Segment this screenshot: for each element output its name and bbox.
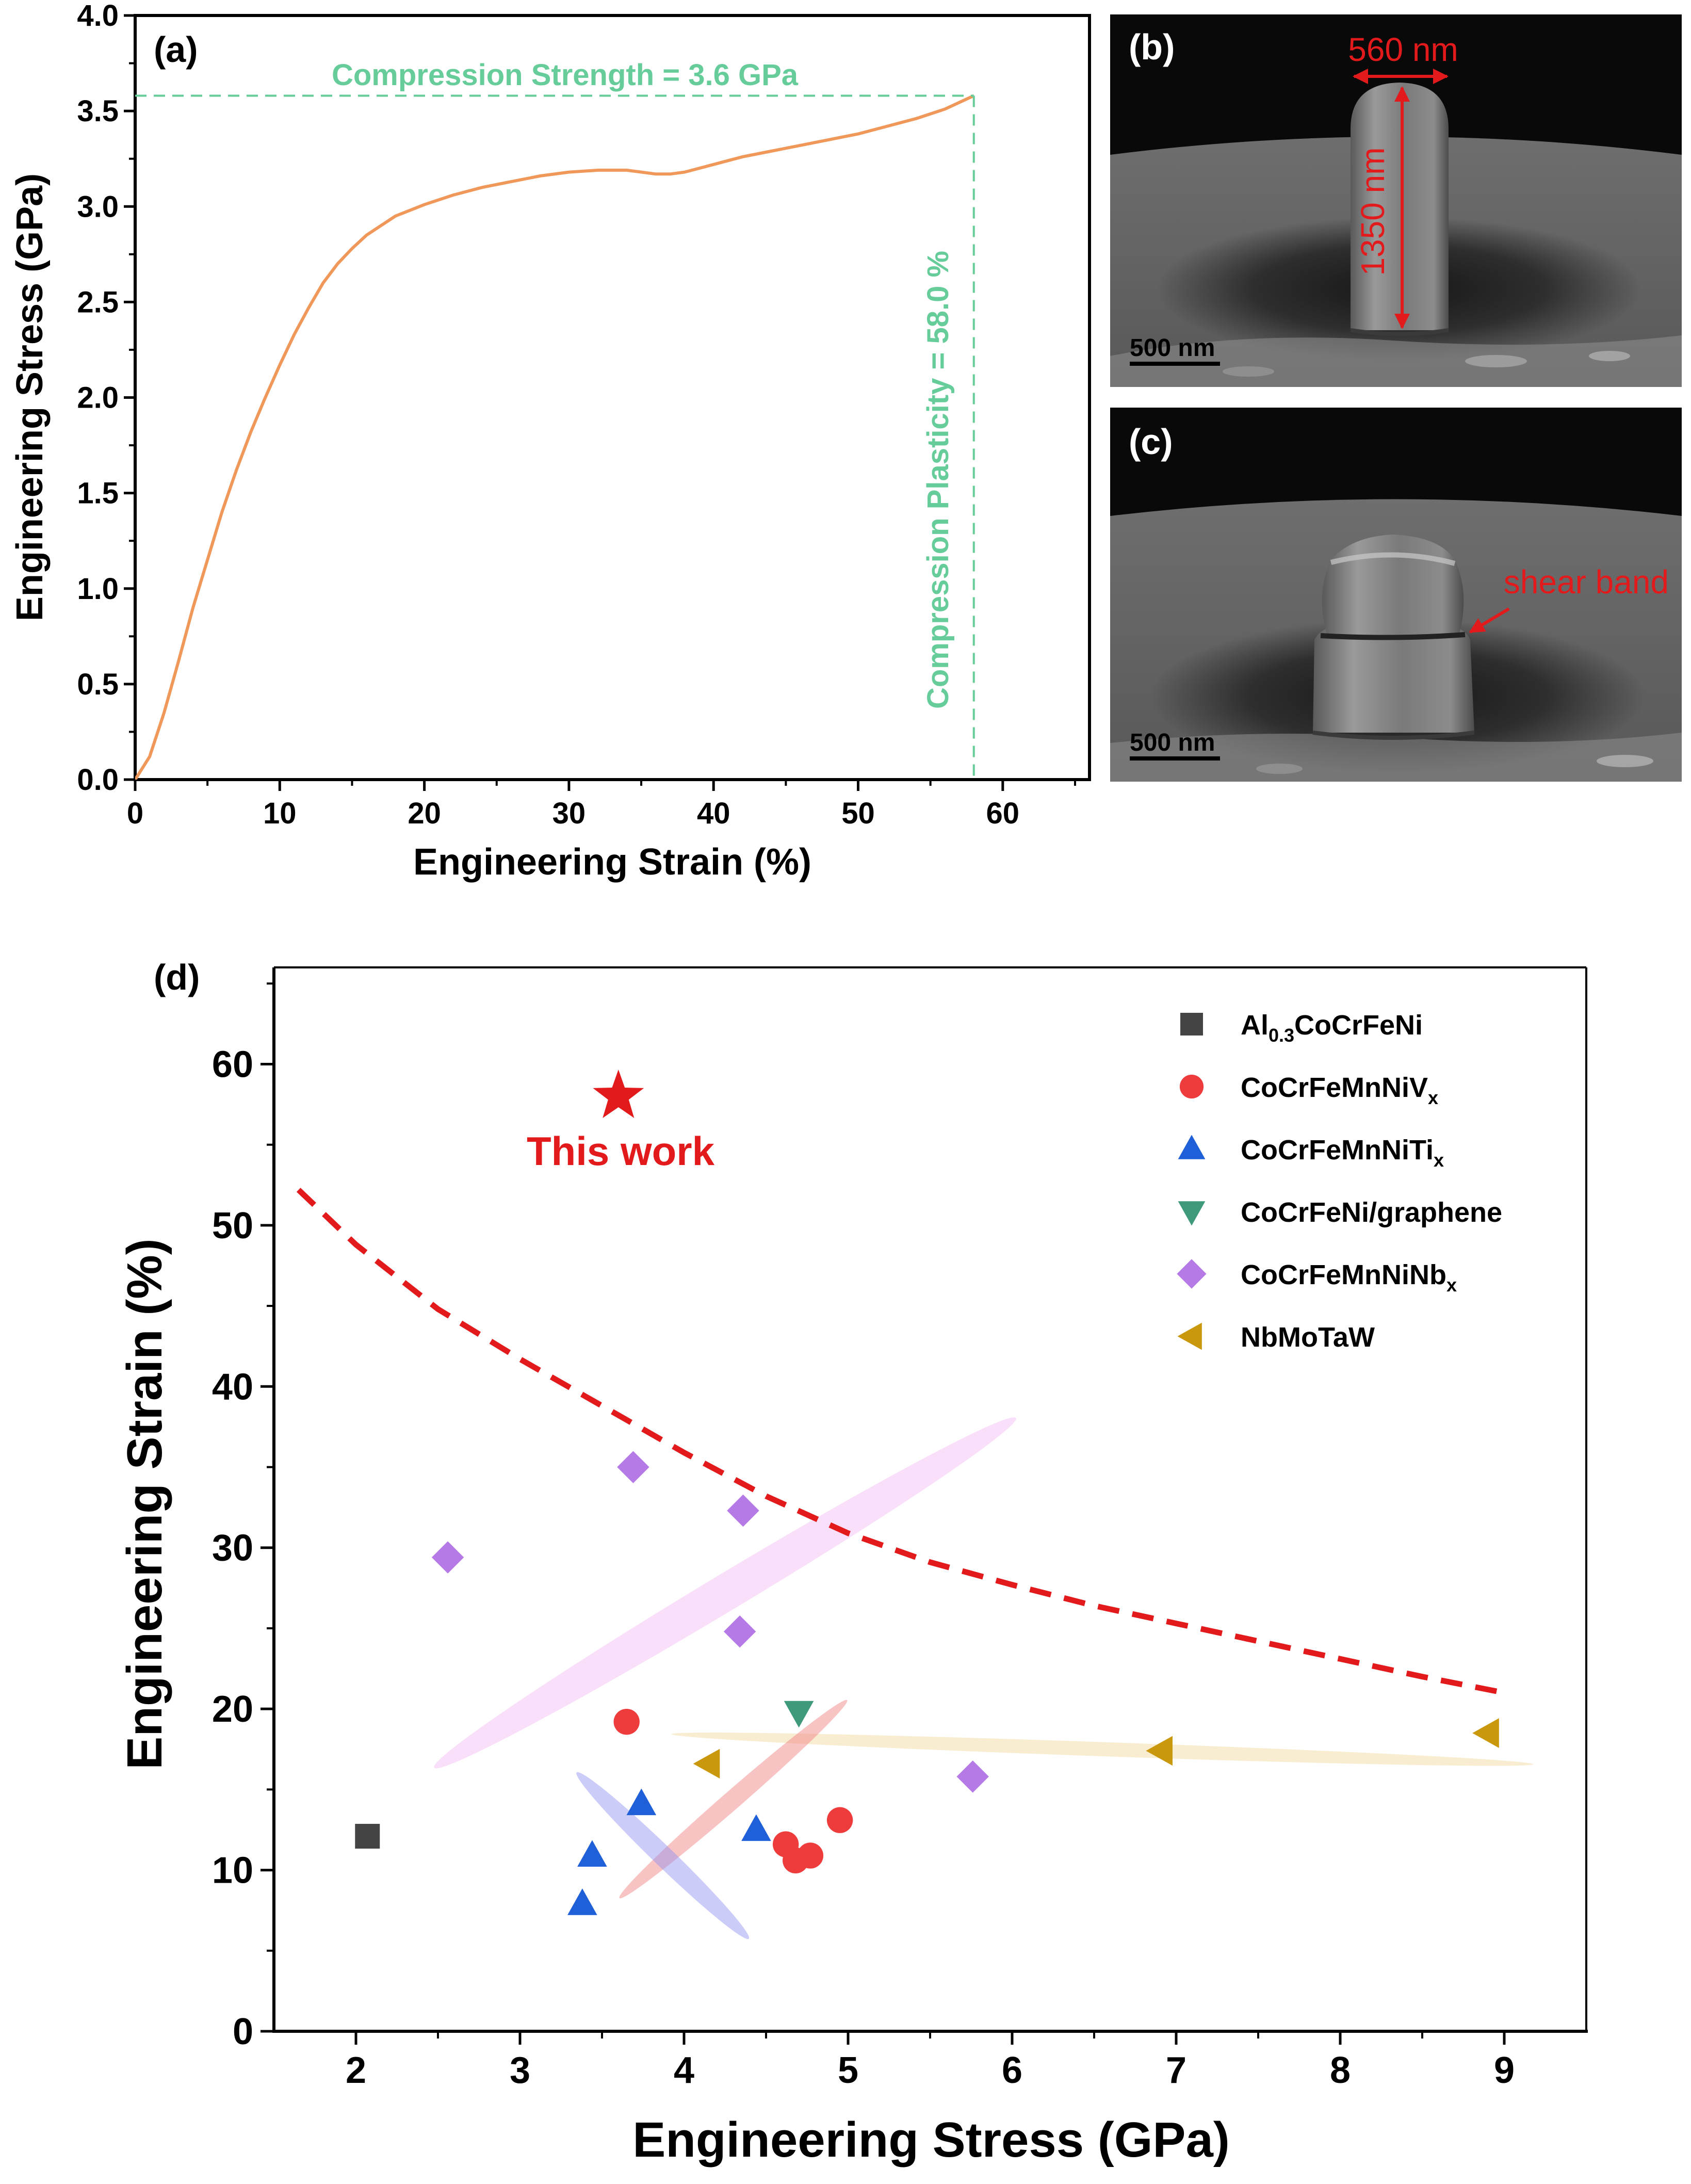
shear-band-label: shear band: [1504, 563, 1669, 601]
panel-c-scale-label: 500 nm: [1130, 729, 1215, 756]
panel-d-ticks: 2 3 4 5 6 7 8 9 0 10 20 30 40 50 60: [212, 982, 1515, 2091]
trend-dashed-line: [296, 1188, 1505, 1696]
panel-d-tag: (d): [154, 957, 200, 997]
panel-a-x-tick-label: 10: [263, 797, 297, 830]
panel-a-y-tick-label: 4.0: [77, 0, 119, 33]
panel-d-chart: This work 2 3 4 5 6 7 8 9 0 10 20 30 40 50 60 Al0.3CoC…: [117, 957, 1588, 2167]
panel-a-x-tick-label: 40: [697, 797, 730, 830]
plasticity-annotation: Compression Plasticity = 58.0 %: [921, 251, 955, 709]
panel-a-y-tick-label: 3.5: [77, 94, 119, 128]
data-point-triangle-up: [567, 1888, 597, 1915]
panel-a-y-axis-label: Engineering Stress (GPa): [9, 173, 51, 621]
panel-d-y-tick-label: 0: [233, 2011, 253, 2052]
panel-d-x-tick-label: 7: [1166, 2050, 1186, 2091]
panel-c-tag: (c): [1129, 422, 1173, 462]
panel-a-x-tick-label: 60: [986, 797, 1020, 830]
panel-d-x-tick-label: 4: [674, 2050, 694, 2091]
region-ellipse: [434, 1417, 1016, 1769]
panel-d-y-tick-label: 40: [212, 1366, 253, 1408]
region-ellipse: [619, 1700, 848, 1899]
panel-a-ticks: 0 10 20 30 40 50 60 0.0 0.5 1.0 1.5 2.0 2.5 3.0 3.5 4.0: [77, 0, 1076, 830]
region-ellipse: [576, 1772, 750, 1939]
panel-d-x-axis-label: Engineering Stress (GPa): [632, 2112, 1230, 2167]
this-work-label: This work: [527, 1128, 715, 1174]
data-point-circle: [826, 1807, 853, 1833]
panel-d-y-tick-label: 20: [212, 1689, 253, 1730]
panel-b-tag: (b): [1129, 27, 1175, 67]
legend-marker-diamond: [1177, 1259, 1207, 1289]
data-point-triangle-up: [577, 1840, 607, 1867]
panel-d-x-tick-label: 2: [346, 2050, 366, 2091]
legend-label: NbMoTaW: [1241, 1322, 1375, 1353]
data-point-diamond: [956, 1760, 989, 1793]
panel-d-regions: [434, 1417, 1534, 1939]
panel-a-y-tick-label: 0.0: [77, 763, 119, 797]
panel-d-y-tick-label: 60: [212, 1044, 253, 1085]
height-label: 1350 nm: [1354, 147, 1391, 276]
data-point-triangle-down: [784, 1701, 814, 1728]
panel-b-sem-image: 560 nm 1350 nm (b) 500 nm: [1110, 14, 1682, 387]
data-point-circle: [613, 1708, 640, 1735]
pillar-deformed-base: [1313, 625, 1474, 733]
panel-d-y-tick-label: 30: [212, 1528, 253, 1569]
panel-d-x-tick-label: 6: [1002, 2050, 1022, 2091]
panel-a-y-tick-label: 1.0: [77, 572, 119, 606]
panel-d-x-tick-label: 3: [510, 2050, 530, 2091]
data-point-triangle-up: [741, 1814, 771, 1841]
legend-marker-triangle-down: [1178, 1201, 1206, 1226]
region-ellipse: [671, 1732, 1534, 1766]
legend-label: Al0.3CoCrFeNi: [1241, 1010, 1423, 1046]
legend-label: CoCrFeMnNiNbx: [1241, 1259, 1457, 1296]
panel-a-chart: 0 10 20 30 40 50 60 0.0 0.5 1.0 1.5 2.0 2.5 3.0 3.5 4.0…: [9, 0, 1091, 883]
legend-marker-circle: [1179, 1074, 1204, 1099]
data-point-triangle-left: [1472, 1718, 1499, 1748]
legend-marker-triangle-up: [1178, 1135, 1206, 1159]
panel-a-x-tick-label: 30: [552, 797, 586, 830]
panel-d-x-tick-label: 9: [1494, 2050, 1515, 2091]
panel-a-x-axis-label: Engineering Strain (%): [413, 842, 811, 883]
panel-a-x-tick-label: 0: [127, 797, 143, 830]
data-point-triangle-up: [626, 1788, 657, 1816]
data-point-square: [355, 1823, 380, 1849]
data-point-circle: [797, 1842, 824, 1869]
shear-band-arrow: [1469, 607, 1510, 634]
panel-a-y-tick-label: 0.5: [77, 668, 119, 701]
this-work-star: [593, 1069, 644, 1119]
data-point-diamond: [723, 1615, 756, 1648]
legend-label: CoCrFeNi/graphene: [1241, 1197, 1502, 1228]
legend-label: CoCrFeMnNiVx: [1241, 1072, 1438, 1108]
data-point-diamond: [727, 1494, 759, 1527]
panel-d-x-tick-label: 5: [838, 2050, 858, 2091]
pillar-deformed-top: [1322, 535, 1464, 636]
strength-annotation: Compression Strength = 3.6 GPa: [332, 58, 799, 92]
panel-d-y-axis-label: Engineering Strain (%): [117, 1238, 172, 1769]
legend-marker-square: [1180, 1013, 1203, 1036]
legend-label: CoCrFeMnNiTix: [1241, 1135, 1444, 1171]
panel-c-sem-image: shear band (c) 500 nm: [1110, 408, 1682, 782]
data-point-diamond: [431, 1541, 464, 1574]
stress-strain-curve: [135, 94, 975, 780]
panel-a-y-tick-label: 3.0: [77, 190, 119, 223]
legend-marker-triangle-left: [1177, 1322, 1202, 1350]
panel-d-y-tick-label: 50: [212, 1205, 253, 1247]
panel-d-y-tick-label: 10: [212, 1850, 253, 1891]
panel-a-tag: (a): [154, 29, 198, 70]
data-point-triangle-left: [693, 1749, 720, 1779]
panel-d-points: [355, 1451, 1499, 1915]
panel-a-y-tick-label: 2.0: [77, 381, 119, 415]
data-point-triangle-left: [1146, 1736, 1173, 1766]
width-label: 560 nm: [1348, 31, 1458, 68]
data-point-diamond: [617, 1451, 649, 1483]
panel-b-scale-label: 500 nm: [1130, 334, 1215, 362]
panel-a-y-tick-label: 1.5: [77, 477, 119, 510]
panel-d-legend: Al0.3CoCrFeNi CoCrFeMnNiVx CoCrFeMnNiTix Co…: [1177, 1010, 1502, 1353]
panel-a-y-tick-label: 2.5: [77, 285, 119, 319]
panel-a-x-tick-label: 50: [841, 797, 875, 830]
panel-d-x-tick-label: 8: [1330, 2050, 1351, 2091]
panel-a-x-tick-label: 20: [408, 797, 441, 830]
